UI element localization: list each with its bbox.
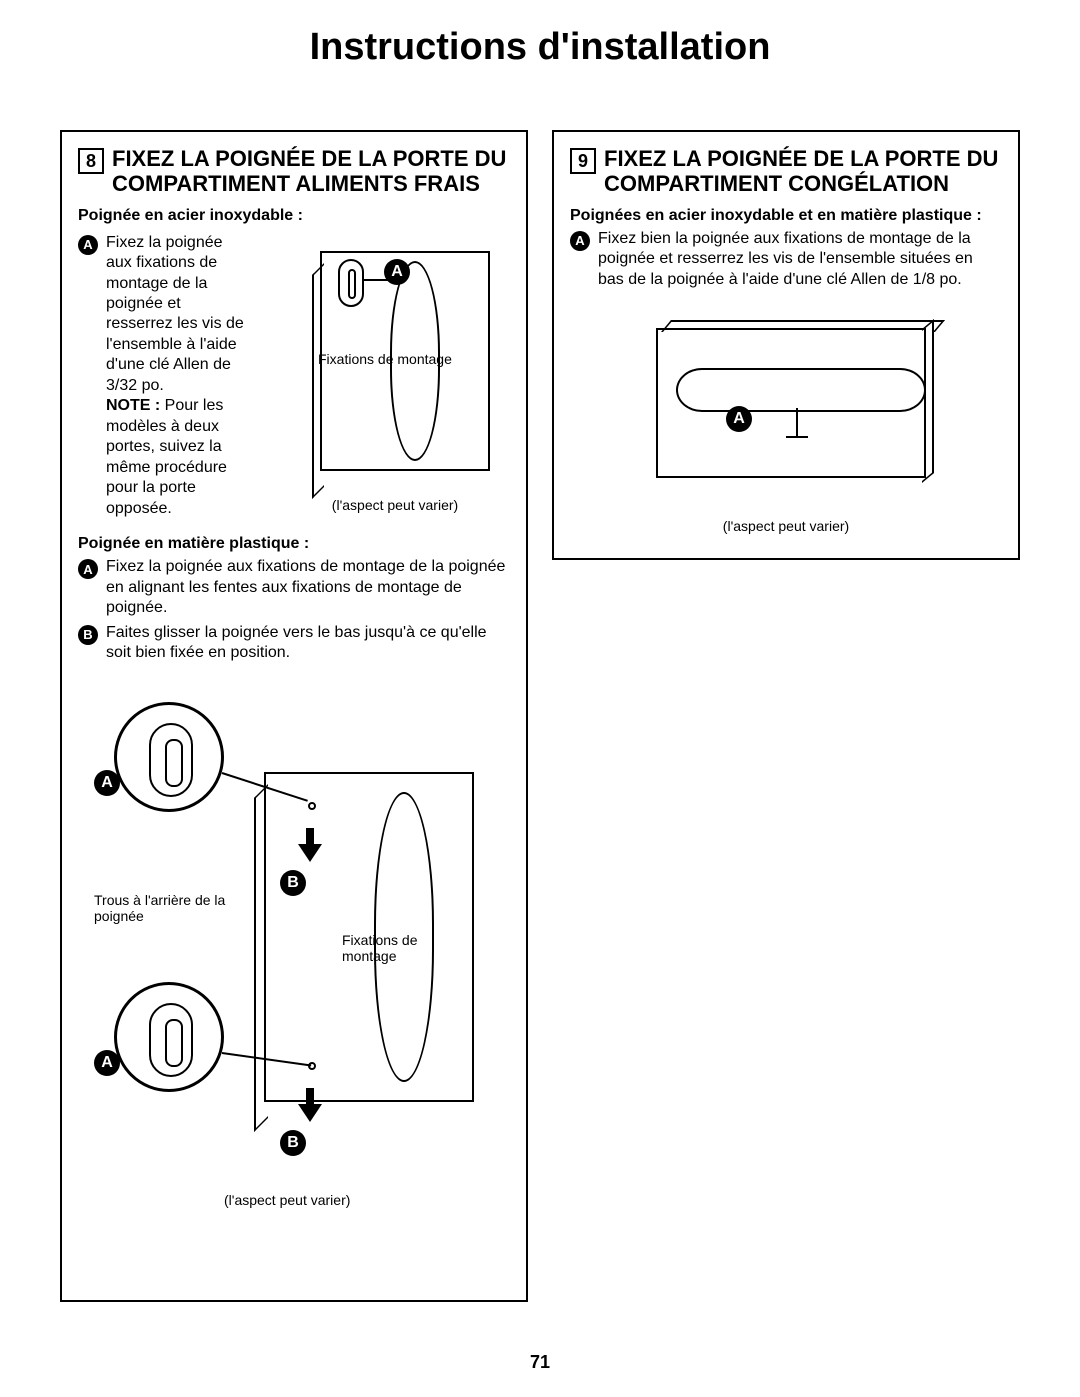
fig2-callout-a-bottom: A [94,1050,120,1076]
callout-a-icon: A [78,559,98,579]
step-9-sub: Poignées en acier inoxydable et en matiè… [570,207,1002,225]
figure-freezer-door: A (l'aspect peut varier) [616,308,956,528]
callout-a-icon: A [78,235,98,255]
fig2-arrow-down-top [298,828,322,862]
page-title: Instructions d'installation [0,0,1080,69]
figure-stainless-door: A Fixations de montage (l'aspect peut va… [280,221,510,511]
fig2-callout-b-bottom: B [280,1130,306,1156]
step-8-plastic-b-text: Faites glisser la poignée vers le bas ju… [106,623,510,664]
step-8-note-label: NOTE : [106,397,160,414]
fig2-caption: (l'aspect peut varier) [224,1192,350,1208]
step-9-a-row: A Fixez bien la poignée aux fixations de… [570,229,1002,290]
step-8-stainless-text: A Fixez la poignée aux fixations de mont… [78,229,248,520]
figure-plastic-door: A A B B Trous à l'arrière de la poignée … [94,682,494,1202]
fig3-caption: (l'aspect peut varier) [616,518,956,534]
step-9-number-box: 9 [570,148,596,174]
step-8-plastic-b-row: B Faites glisser la poignée vers le bas … [78,623,510,664]
fig1-mount-label: Fixations de montage [318,351,452,368]
step-8-note-body: Pour les modèles à deux portes, suivez l… [106,397,227,516]
step-8-plastic-a-text: Fixez la poignée aux fixations de montag… [106,557,510,618]
fig2-callout-b-top: B [280,870,306,896]
step-9-title: FIXEZ LA POIGNÉE DE LA PORTE DU COMPARTI… [604,146,1002,197]
step-8-sub-plastic: Poignée en matière plastique : [78,535,510,553]
fig3-handle [676,368,926,412]
callout-a-icon: A [570,231,590,251]
fig1-mount-fastener [338,259,364,307]
fig2-peg-top [308,802,316,810]
callout-b-icon: B [78,625,98,645]
fig2-mount-label: Fixations de montage [342,932,462,966]
step-8-title: FIXEZ LA POIGNÉE DE LA PORTE DU COMPARTI… [112,146,510,197]
step-8-stainless-row: A Fixez la poignée aux fixations de mont… [78,229,510,520]
step-9-heading: 9 FIXEZ LA POIGNÉE DE LA PORTE DU COMPAR… [570,146,1002,197]
step-8-stainless-body: Fixez la poignée aux fixations de montag… [106,233,248,520]
fig2-zoom-bottom [114,982,224,1092]
content-columns: 8 FIXEZ LA POIGNÉE DE LA PORTE DU COMPAR… [60,130,1020,1327]
fig2-holes-label: Trous à l'arrière de la poignée [94,892,244,926]
fig3-allen-indicator [796,408,798,436]
fig2-callout-a-top: A [94,770,120,796]
step-8-stainless-a-text: Fixez la poignée aux fixations de montag… [106,234,244,394]
step-9-a-text: Fixez bien la poignée aux fixations de m… [598,229,1002,290]
fig2-zoom-top [114,702,224,812]
step-8-plastic-a-row: A Fixez la poignée aux fixations de mont… [78,557,510,618]
panel-step-9: 9 FIXEZ LA POIGNÉE DE LA PORTE DU COMPAR… [552,130,1020,560]
fig3-callout-a: A [726,406,752,432]
fig2-arrow-down-bottom [298,1088,322,1122]
fig1-caption: (l'aspect peut varier) [280,497,510,513]
fig1-callout-a: A [384,259,410,285]
step-8-heading: 8 FIXEZ LA POIGNÉE DE LA PORTE DU COMPAR… [78,146,510,197]
step-8-number-box: 8 [78,148,104,174]
page-number: 71 [0,1352,1080,1373]
panel-step-8: 8 FIXEZ LA POIGNÉE DE LA PORTE DU COMPAR… [60,130,528,1302]
